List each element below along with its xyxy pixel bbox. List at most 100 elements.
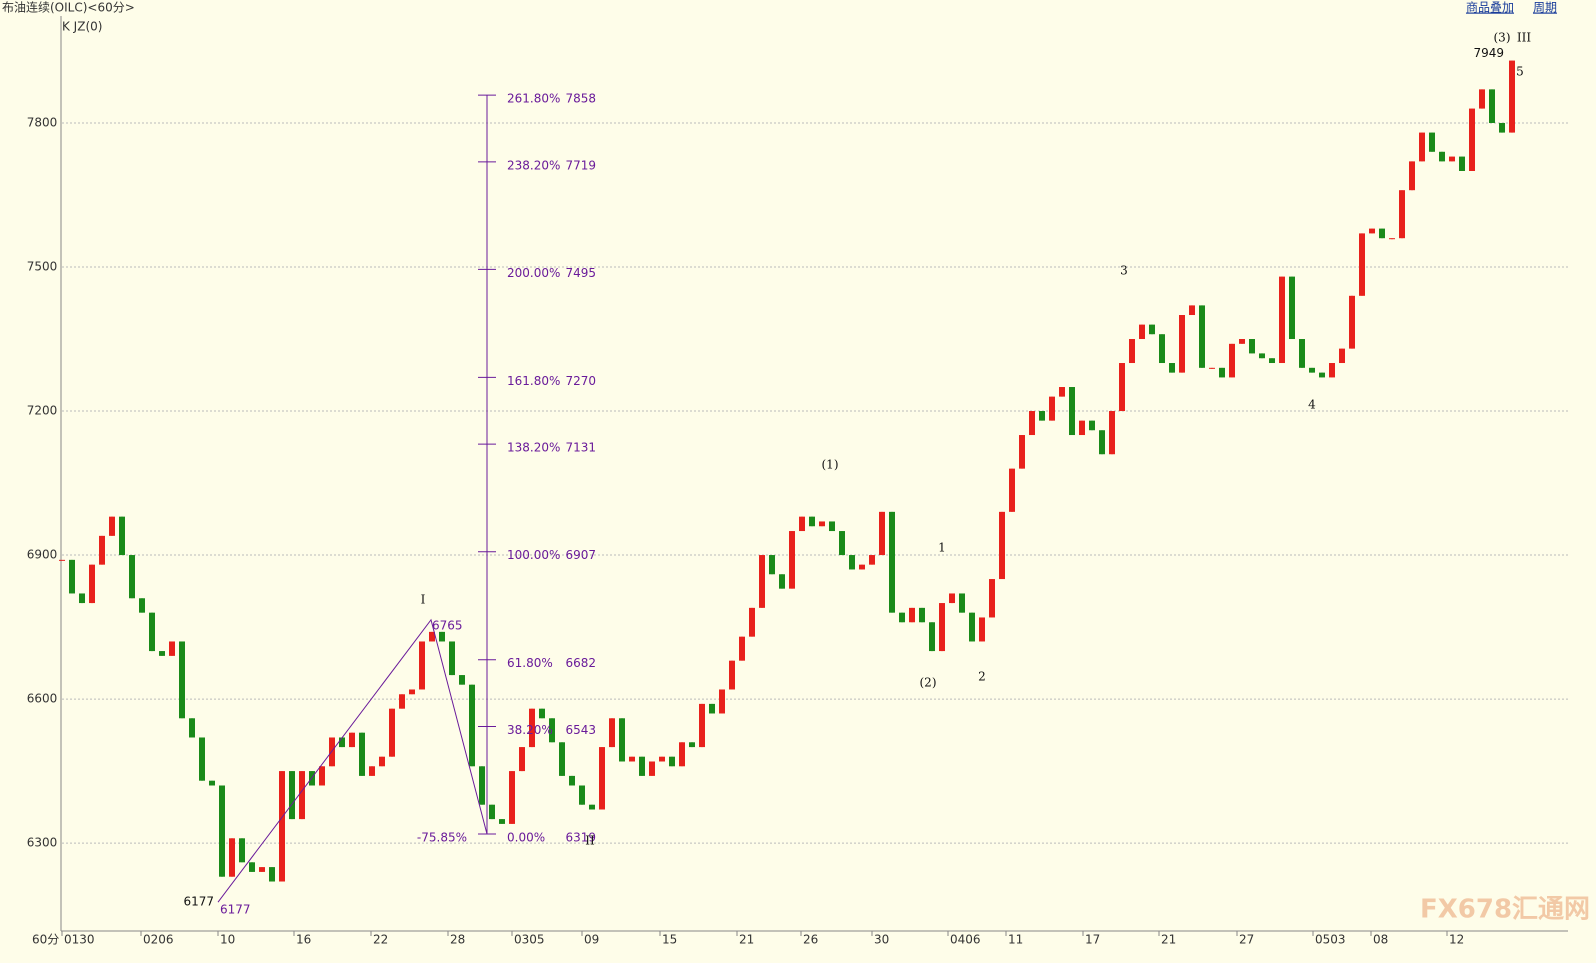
x-tick-label: 30 [874,933,889,947]
candle [299,771,305,820]
swing-label: 6765 [432,618,463,632]
candle [419,641,425,690]
candle [1219,367,1225,378]
candle [1479,89,1485,109]
fib-ratio: 200.00% [507,266,560,280]
candle [389,708,395,757]
wave-label: 2 [978,670,986,684]
candle [1499,122,1505,133]
candle [399,694,405,709]
candle [1169,363,1175,373]
fib-ratio: 238.20% [507,158,560,172]
candle [549,718,555,743]
candle [639,756,645,776]
x-tick-label: 21 [1161,933,1176,947]
indicator: K JZ(0) [62,20,102,34]
candle [559,742,565,776]
candle [1189,305,1195,316]
wave-label: 3 [1120,264,1128,278]
candle [1009,468,1015,512]
period-link[interactable]: 周期 [1533,1,1557,15]
candle [699,703,705,748]
candle [369,766,375,776]
candle [1469,108,1475,171]
candle [1379,228,1385,239]
candle [359,732,365,776]
candle [1079,420,1085,436]
candle [159,651,165,656]
candle [929,622,935,652]
candle [509,771,515,824]
candle [979,617,985,642]
x-tick-label: 11 [1008,933,1023,947]
x-tick-label: 22 [373,933,388,947]
candle [989,579,995,618]
wave-label: (3) [1494,31,1511,45]
candle [1019,435,1025,469]
fib-ratio: 0.00% [507,830,545,844]
candle [1199,305,1205,368]
candle [439,631,445,642]
candle [1509,60,1515,133]
x-tick-label: 0305 [514,933,545,947]
candle [1279,276,1285,364]
x-tick-label: 0206 [143,933,174,947]
overlay-link[interactable]: 商品叠加 [1466,0,1514,15]
fib-price: 7131 [565,441,596,455]
candle [479,766,485,805]
x-tick-label: 0503 [1315,933,1346,947]
candle [749,607,755,637]
candle [1399,190,1405,239]
wave-label: (2) [920,676,937,690]
candle [579,785,585,805]
swing-label: 6177 [220,903,251,917]
candle [149,612,155,652]
candle [209,780,215,786]
candle [859,564,865,570]
candle [1459,156,1465,171]
candle [789,531,795,589]
period-label: 60分 [32,933,59,947]
candle [1159,334,1165,364]
y-tick-label: 6900 [27,548,58,562]
candle [629,756,635,762]
candle [139,598,145,613]
candle [1119,363,1125,412]
candle [1369,228,1375,234]
candle [1429,132,1435,152]
candle [1059,387,1065,397]
candle [319,766,325,786]
fib-price: 7858 [565,92,596,106]
high-label: 7949 [1473,46,1504,60]
candle [219,785,225,877]
candle [519,747,525,772]
x-tick-label: 0406 [950,933,981,947]
y-tick-label: 7500 [27,260,58,274]
candle [669,756,675,767]
candle [229,838,235,877]
x-tick-label: 15 [662,933,677,947]
candle [1149,324,1155,335]
fib-price: 6907 [565,548,596,562]
candle [489,804,495,820]
candle [179,641,185,719]
candle [89,564,95,604]
candle [1029,411,1035,436]
x-tick-label: 12 [1449,933,1464,947]
candle [529,708,535,748]
candle [259,867,265,872]
candle [939,603,945,652]
fib-price: 7495 [565,266,596,280]
candle [969,612,975,642]
candle [1129,339,1135,364]
candle [499,819,505,824]
x-tick-label: 28 [450,933,465,947]
x-tick-label: 27 [1239,933,1254,947]
candle [1409,161,1415,191]
candle [189,718,195,738]
fib-price: 6543 [565,723,596,737]
candle [1089,420,1095,431]
candle [99,535,105,565]
candle [339,737,345,748]
